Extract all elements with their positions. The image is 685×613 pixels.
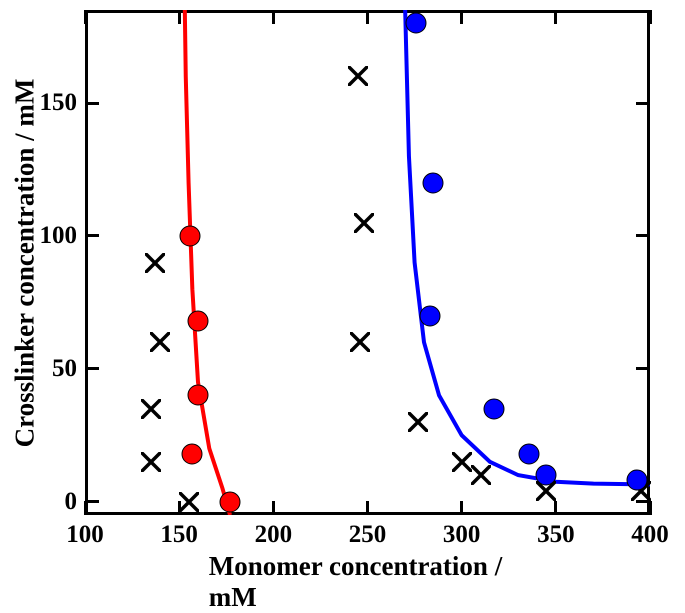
blue-marker [626,470,647,491]
y-tick [85,234,99,237]
x-tick-label: 200 [255,521,293,549]
x-tick-label: 250 [349,521,387,549]
red-marker [220,491,241,512]
y-tick-label: 50 [35,355,77,383]
y-tick [85,500,99,503]
y-tick [636,102,650,105]
x-tick [272,501,275,515]
y-tick-label: 100 [35,222,77,250]
y-tick [636,500,650,503]
x-tick [460,501,463,515]
x-tick [272,10,275,24]
x-axis-label: Monomer concentration / mM [209,551,527,613]
x-tick [460,10,463,24]
x-tick [84,10,87,24]
x-tick [366,10,369,24]
x-tick [554,10,557,24]
y-tick-label: 150 [35,89,77,117]
y-tick [636,234,650,237]
y-tick [85,102,99,105]
x-tick [178,10,181,24]
x-tick-label: 150 [160,521,198,549]
x-tick-label: 100 [66,521,104,549]
red-marker [182,443,203,464]
y-tick-label: 0 [35,488,77,516]
blue-marker [536,465,557,486]
y-tick [85,367,99,370]
red-marker [188,385,209,406]
y-tick [636,367,650,370]
x-tick-label: 300 [443,521,481,549]
x-tick [649,10,652,24]
plot-area [85,10,650,515]
x-tick [178,501,181,515]
red-marker [188,310,209,331]
x-tick [366,501,369,515]
blue-marker [419,305,440,326]
blue-marker [406,13,427,34]
red-marker [180,225,201,246]
x-tick [554,501,557,515]
x-tick-label: 350 [537,521,575,549]
x-tick-label: 400 [631,521,669,549]
blue-marker [423,172,444,193]
blue-marker [519,443,540,464]
y-axis-label: Crosslinker concentration / mM [10,78,41,447]
blue-marker [483,398,504,419]
